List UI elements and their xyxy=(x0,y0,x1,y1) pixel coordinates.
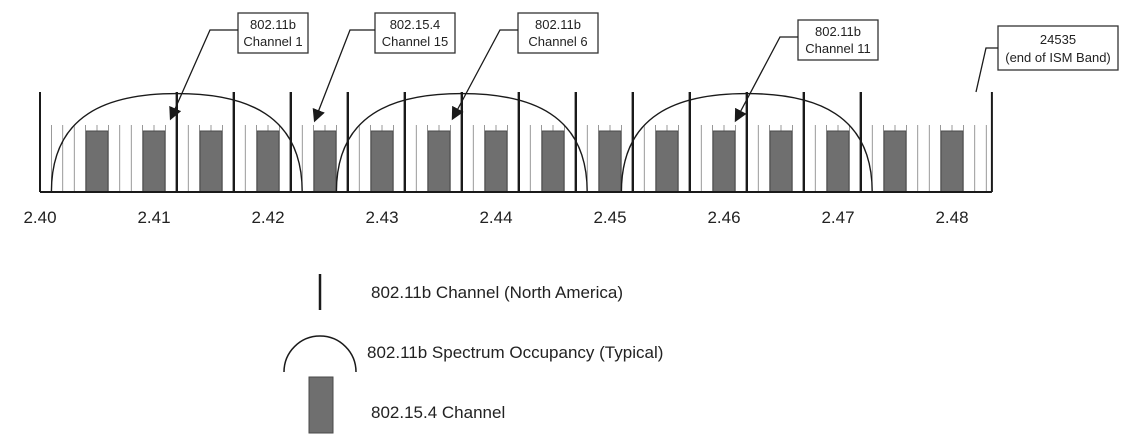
zigbee-channel-bar xyxy=(712,130,736,193)
callout-wifi-ch11-line1: 802.11b xyxy=(815,24,861,39)
callout-arrow-zigbee-ch15 xyxy=(312,29,375,123)
zigbee-channel-bar xyxy=(484,130,508,193)
zigbee-channel-bar xyxy=(142,130,166,193)
callout-zigbee-ch15-line1: 802.15.4 xyxy=(390,17,441,32)
zigbee-channel-bar xyxy=(883,130,907,193)
callout-wifi-channel-1: 802.11b Channel 1 xyxy=(169,12,309,121)
callout-wifi-ch1-line2: Channel 1 xyxy=(243,34,302,49)
frequency-axis-labels: 2.40 2.41 2.42 2.43 2.44 2.45 2.46 2.47 2.48 xyxy=(23,208,968,227)
callout-wifi-channel-11: 802.11b Channel 11 xyxy=(734,19,879,123)
callout-zigbee-channel-15: 802.15.4 Channel 15 xyxy=(312,12,456,123)
callout-wifi-ch6-line1: 802.11b xyxy=(535,17,581,32)
callout-arrow-wifi-ch1 xyxy=(169,29,238,121)
callout-line-ism-end xyxy=(975,47,998,93)
callout-wifi-ch1-line1: 802.11b xyxy=(250,17,296,32)
callout-arrow-wifi-ch6 xyxy=(451,29,518,121)
zigbee-channel-bar xyxy=(370,130,394,193)
frequency-tick-label: 2.44 xyxy=(479,208,512,227)
zigbee-channel-bars xyxy=(85,130,964,193)
legend: 802.11b Channel (North America) 802.11b … xyxy=(283,274,663,434)
frequency-tick-label: 2.48 xyxy=(935,208,968,227)
legend-occupancy-swatch xyxy=(283,335,357,373)
zigbee-channel-bar xyxy=(655,130,679,193)
callout-wifi-channel-6: 802.11b Channel 6 xyxy=(451,12,599,121)
zigbee-channel-bar xyxy=(427,130,451,193)
frequency-tick-label: 2.43 xyxy=(365,208,398,227)
zigbee-channel-bar xyxy=(598,130,622,193)
zigbee-channel-bar xyxy=(313,130,337,193)
zigbee-channel-bar xyxy=(940,130,964,193)
callout-arrow-wifi-ch11 xyxy=(734,36,798,123)
frequency-tick-label: 2.42 xyxy=(251,208,284,227)
zigbee-channel-bar xyxy=(826,130,850,193)
legend-zigbee-channel-label: 802.15.4 Channel xyxy=(371,403,505,422)
callout-ism-end-line2: (end of ISM Band) xyxy=(1005,50,1111,65)
frequency-tick-label: 2.41 xyxy=(137,208,170,227)
callout-ism-end-line1: 24535 xyxy=(1040,32,1076,47)
frequency-tick-label: 2.40 xyxy=(23,208,56,227)
legend-zigbee-channel-swatch xyxy=(308,376,334,434)
callout-zigbee-ch15-line2: Channel 15 xyxy=(382,34,449,49)
callout-wifi-ch11-line2: Channel 11 xyxy=(805,41,871,56)
frequency-tick-label: 2.47 xyxy=(821,208,854,227)
wifi-channel-markers xyxy=(175,92,862,192)
frequency-tick-label: 2.45 xyxy=(593,208,626,227)
frequency-tick-label: 2.46 xyxy=(707,208,740,227)
zigbee-channel-bar xyxy=(256,130,280,193)
zigbee-channel-bar xyxy=(199,130,223,193)
legend-occupancy-label: 802.11b Spectrum Occupancy (Typical) xyxy=(367,343,663,362)
callout-wifi-ch6-line2: Channel 6 xyxy=(528,34,587,49)
zigbee-channel-bar xyxy=(769,130,793,193)
spectrum-baseline xyxy=(39,92,993,193)
legend-wifi-channel-label: 802.11b Channel (North America) xyxy=(371,283,623,302)
callout-ism-band-end: 24535 (end of ISM Band) xyxy=(975,25,1119,93)
zigbee-channel-bar xyxy=(541,130,565,193)
zigbee-channel-bar xyxy=(85,130,109,193)
